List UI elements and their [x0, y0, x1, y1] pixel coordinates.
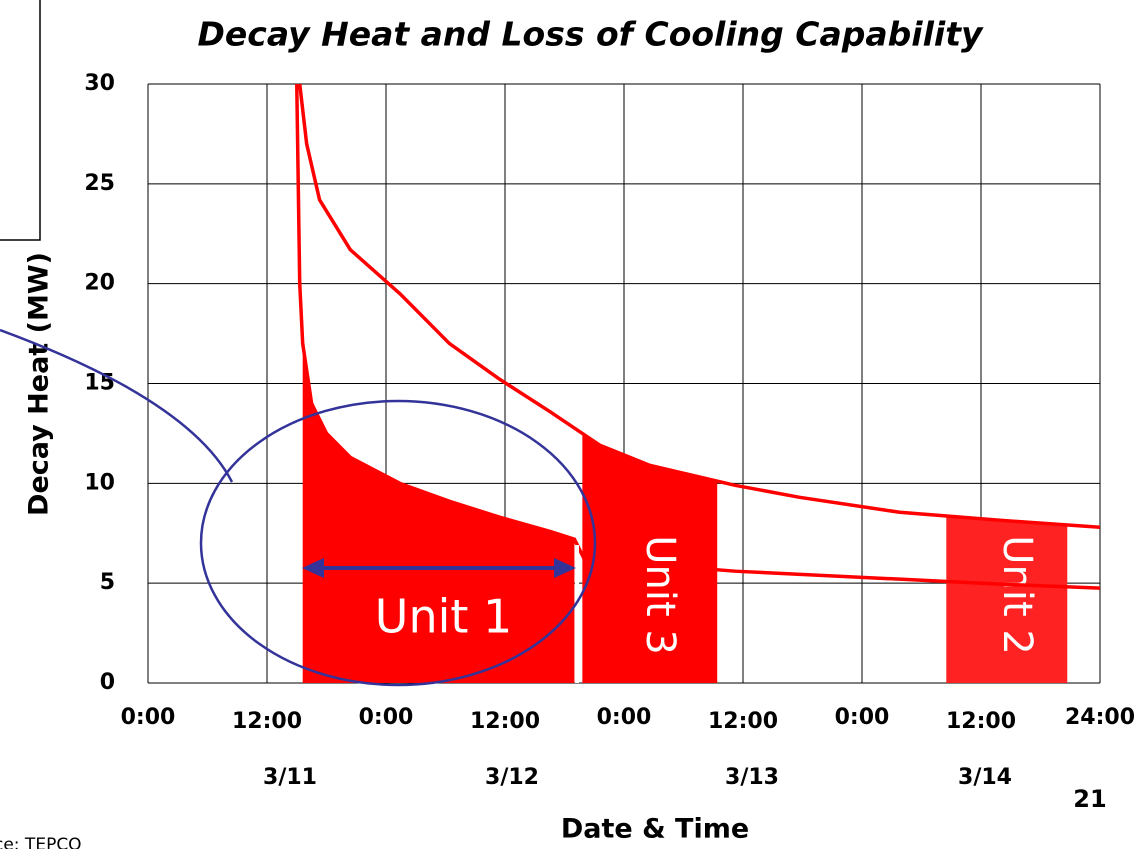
- y-tick-label: 30: [84, 71, 115, 96]
- x-tick-label: 0:00: [597, 705, 652, 730]
- x-tick-label: 0:00: [835, 705, 890, 730]
- region: [302, 343, 575, 683]
- region: [946, 516, 1068, 683]
- x-tick-label: 12:00: [232, 709, 302, 734]
- callout-arc: [0, 328, 234, 483]
- arrow-head: [554, 558, 576, 578]
- x-tick-label: 24:00: [1065, 705, 1135, 730]
- x-axis-label: Date & Time: [561, 814, 749, 845]
- date-label: 3/14: [958, 765, 1012, 790]
- y-tick-label: 5: [100, 570, 115, 595]
- x-tick-label: 0:00: [121, 705, 176, 730]
- y-tick-label: 0: [100, 670, 115, 695]
- x-tick-label: 0:00: [359, 705, 414, 730]
- y-tick-label: 20: [84, 271, 115, 296]
- date-label: 3/13: [725, 765, 779, 790]
- line: [295, 84, 1100, 590]
- x-tick-label: 12:00: [708, 709, 778, 734]
- region: [582, 433, 718, 683]
- y-tick-label: 10: [84, 470, 115, 495]
- date-label: 3/11: [263, 765, 317, 790]
- source: ce: TEPCO: [0, 835, 82, 849]
- x-tick-label: 12:00: [470, 709, 540, 734]
- y-tick-label: 15: [84, 371, 115, 396]
- line: [297, 84, 1100, 530]
- date-label: 3/12: [485, 765, 539, 790]
- x-tick-label: 12:00: [946, 709, 1016, 734]
- highlight-ellipse: [199, 399, 597, 687]
- arrow-head: [302, 558, 324, 578]
- region-label: Unit 1: [375, 590, 513, 644]
- y-tick-label: 25: [84, 171, 115, 196]
- side-box: [0, 0, 41, 241]
- region-label: Unit 2: [994, 535, 1040, 655]
- page-number: 21: [1073, 785, 1106, 813]
- region-label: Unit 3: [637, 535, 683, 655]
- y-axis-label: Decay Heat (MW): [24, 252, 55, 516]
- chart-title: Decay Heat and Loss of Cooling Capabilit…: [198, 15, 984, 54]
